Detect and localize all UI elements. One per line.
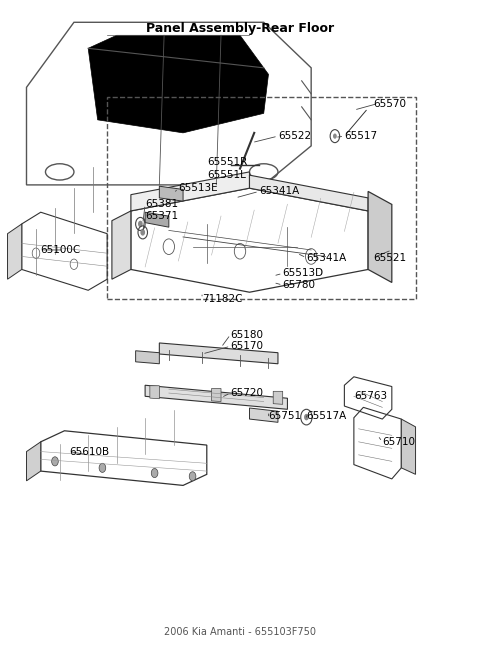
Text: 65513D: 65513D bbox=[283, 268, 324, 278]
Polygon shape bbox=[273, 392, 283, 404]
Polygon shape bbox=[88, 35, 268, 133]
Text: 65780: 65780 bbox=[283, 280, 316, 290]
Text: 65100C: 65100C bbox=[41, 245, 81, 255]
Text: 65751: 65751 bbox=[268, 411, 301, 420]
Polygon shape bbox=[145, 213, 169, 227]
Circle shape bbox=[304, 414, 309, 420]
Polygon shape bbox=[250, 408, 278, 422]
Polygon shape bbox=[131, 172, 250, 211]
Text: 65371: 65371 bbox=[145, 211, 178, 221]
Polygon shape bbox=[212, 388, 221, 401]
Text: 65513E: 65513E bbox=[179, 183, 218, 193]
Text: 65381: 65381 bbox=[145, 199, 178, 209]
Text: 65341A: 65341A bbox=[306, 253, 347, 263]
Circle shape bbox=[333, 134, 337, 138]
Polygon shape bbox=[136, 351, 159, 364]
Polygon shape bbox=[8, 224, 22, 279]
Text: 65170: 65170 bbox=[230, 341, 264, 351]
Circle shape bbox=[99, 463, 106, 472]
Text: 65521: 65521 bbox=[373, 253, 406, 263]
Polygon shape bbox=[401, 419, 416, 474]
Polygon shape bbox=[159, 343, 278, 364]
Text: Panel Assembly-Rear Floor: Panel Assembly-Rear Floor bbox=[146, 22, 334, 35]
Polygon shape bbox=[112, 211, 131, 279]
Polygon shape bbox=[250, 175, 368, 211]
Text: 65522: 65522 bbox=[278, 131, 311, 141]
Polygon shape bbox=[26, 442, 41, 481]
Text: 65610B: 65610B bbox=[69, 447, 109, 457]
Circle shape bbox=[52, 457, 58, 466]
Polygon shape bbox=[150, 386, 159, 399]
Circle shape bbox=[189, 472, 196, 481]
Circle shape bbox=[151, 468, 158, 478]
Text: 71182C: 71182C bbox=[202, 294, 242, 304]
Polygon shape bbox=[159, 186, 183, 201]
Circle shape bbox=[140, 229, 145, 236]
Text: 2006 Kia Amanti - 655103F750: 2006 Kia Amanti - 655103F750 bbox=[164, 627, 316, 637]
Text: 65551L: 65551L bbox=[207, 170, 246, 180]
Polygon shape bbox=[145, 385, 288, 409]
Polygon shape bbox=[97, 49, 159, 113]
Polygon shape bbox=[368, 192, 392, 283]
Text: 65180: 65180 bbox=[230, 329, 264, 340]
Text: 65763: 65763 bbox=[354, 391, 387, 401]
Text: 65517: 65517 bbox=[344, 131, 377, 141]
Text: 65517A: 65517A bbox=[306, 411, 347, 420]
Text: 65570: 65570 bbox=[373, 98, 406, 109]
Text: 65720: 65720 bbox=[230, 388, 264, 398]
Text: 65710: 65710 bbox=[383, 437, 415, 447]
Text: 65551R: 65551R bbox=[207, 157, 247, 167]
Text: 65341A: 65341A bbox=[259, 186, 299, 196]
Circle shape bbox=[138, 220, 143, 227]
